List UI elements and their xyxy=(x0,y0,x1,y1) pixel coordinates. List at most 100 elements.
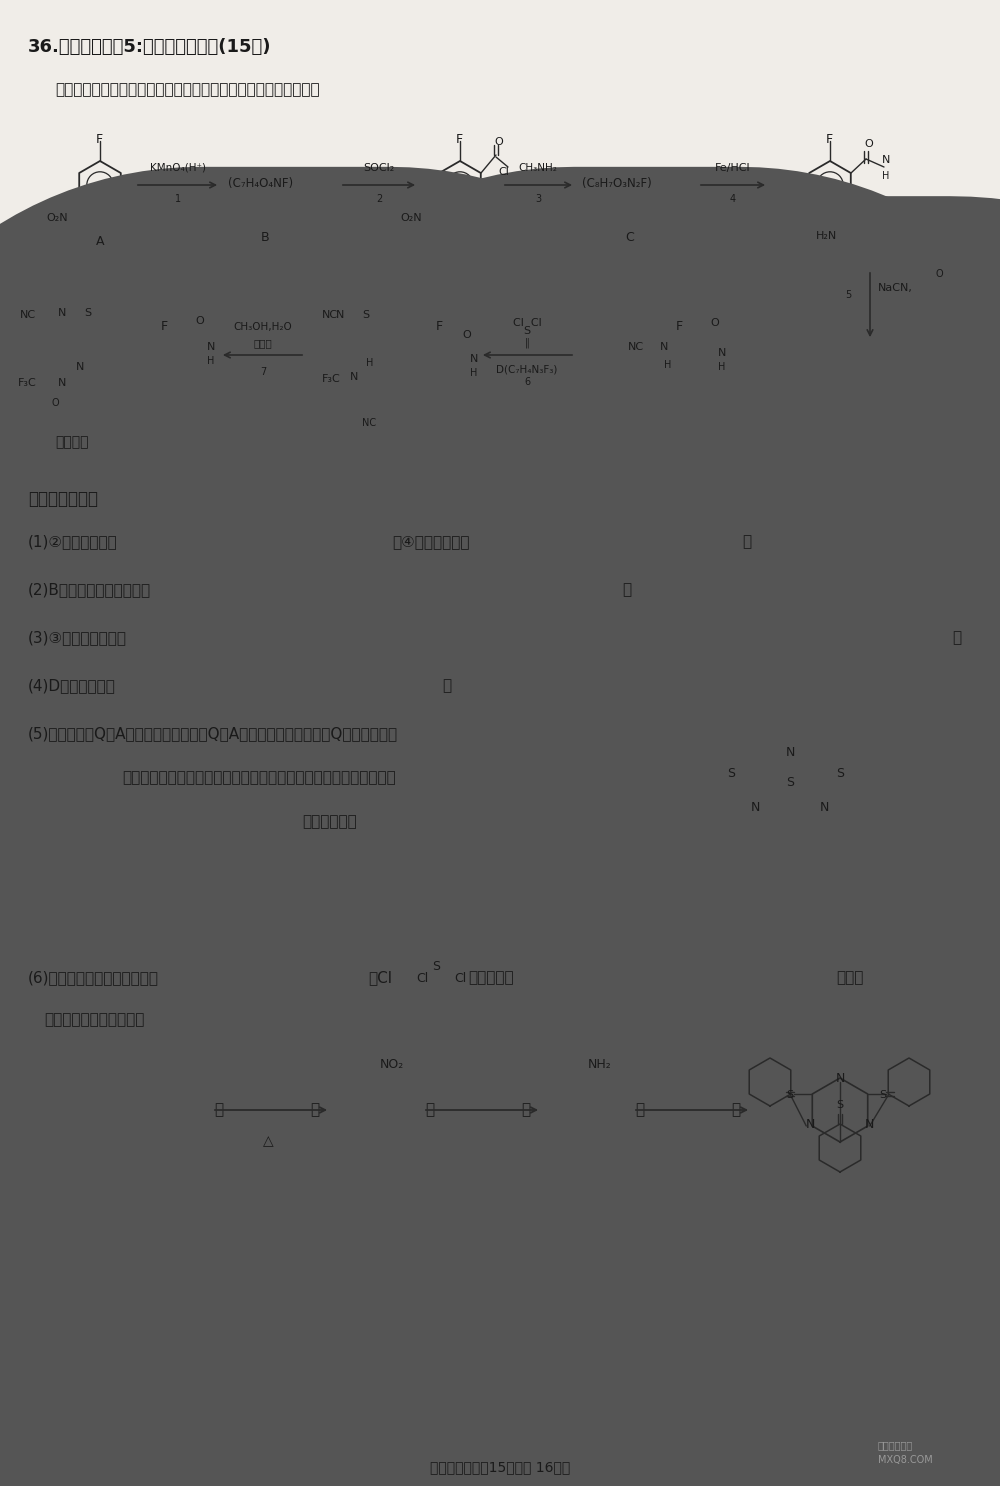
Text: N: N xyxy=(806,1117,815,1131)
Text: 2: 2 xyxy=(376,195,382,204)
Text: (C₇H₄O₄NF): (C₇H₄O₄NF) xyxy=(228,177,293,190)
Text: O₂N: O₂N xyxy=(400,212,422,223)
Text: O: O xyxy=(195,317,204,325)
Text: H: H xyxy=(664,360,671,370)
Bar xyxy=(930,273,948,291)
Text: O: O xyxy=(494,137,503,147)
Text: (C₈H₇O₃N₂F): (C₈H₇O₃N₂F) xyxy=(582,177,652,190)
Text: H: H xyxy=(882,171,889,181)
Text: F: F xyxy=(96,134,103,146)
Text: （写一种）。: （写一种）。 xyxy=(302,814,357,829)
Text: SOCl₂: SOCl₂ xyxy=(363,163,395,172)
Text: 为原料合成: 为原料合成 xyxy=(468,970,514,985)
Text: 。: 。 xyxy=(952,630,961,645)
Text: S: S xyxy=(786,1091,793,1100)
Text: (1)②的反应类型为: (1)②的反应类型为 xyxy=(28,533,118,548)
Text: NH₂: NH₂ xyxy=(588,1058,612,1071)
Text: C: C xyxy=(626,230,634,244)
Text: A: A xyxy=(96,235,104,248)
Text: S: S xyxy=(523,325,531,336)
Text: NaCN,: NaCN, xyxy=(878,282,913,293)
Text: 。: 。 xyxy=(742,533,751,548)
Text: 种（不考虑立体异构），其中核磁共振氢谱仅有三组峰的结构简式为: 种（不考虑立体异构），其中核磁共振氢谱仅有三组峰的结构简式为 xyxy=(122,770,396,785)
Text: 阿帕鲁胺是一种治疗前列腺癌的药物，其一种合成路线如下所示：: 阿帕鲁胺是一种治疗前列腺癌的药物，其一种合成路线如下所示： xyxy=(55,82,320,97)
Text: 回答下列问题：: 回答下列问题： xyxy=(28,490,98,508)
Bar xyxy=(356,386,380,410)
Text: O₂N: O₂N xyxy=(46,212,68,223)
Text: ）: ） xyxy=(521,1103,530,1117)
Text: H₂N: H₂N xyxy=(816,230,837,241)
Text: NC: NC xyxy=(322,311,338,319)
Text: H: H xyxy=(207,357,214,366)
Text: (2)B中含氧官能团的名称为: (2)B中含氧官能团的名称为 xyxy=(28,583,151,597)
Text: S: S xyxy=(879,1091,886,1100)
Text: N: N xyxy=(786,746,795,759)
Text: 3: 3 xyxy=(535,195,541,204)
Text: ）: ） xyxy=(731,1103,740,1117)
Text: O: O xyxy=(710,318,719,328)
Text: H: H xyxy=(718,363,725,372)
Text: F: F xyxy=(436,319,443,333)
Text: N: N xyxy=(718,348,726,358)
Text: Cl  Cl: Cl Cl xyxy=(513,318,541,328)
Text: O: O xyxy=(462,330,471,340)
Text: （: （ xyxy=(635,1103,644,1117)
Text: N: N xyxy=(660,342,668,352)
Text: N: N xyxy=(751,801,760,814)
Text: 教育考试指南: 教育考试指南 xyxy=(878,1440,913,1450)
Text: CH₃OH,H₂O: CH₃OH,H₂O xyxy=(234,322,292,331)
Text: N: N xyxy=(836,1071,845,1085)
Text: 4: 4 xyxy=(730,195,736,204)
Text: S: S xyxy=(432,960,440,973)
Bar xyxy=(42,388,72,418)
Text: (5)芳香化合物Q与A互为同分异构体，且Q与A具有相同的官能团，则Q的可能结构有: (5)芳香化合物Q与A互为同分异构体，且Q与A具有相同的官能团，则Q的可能结构有 xyxy=(28,727,398,742)
Text: N: N xyxy=(58,377,66,388)
Text: S: S xyxy=(836,1100,843,1110)
Text: △: △ xyxy=(263,1134,273,1149)
Text: N: N xyxy=(350,372,358,382)
Text: 36.［化学一选修5:有机化学基础］(15分): 36.［化学一选修5:有机化学基础］(15分) xyxy=(28,39,272,56)
Text: F: F xyxy=(161,319,168,333)
Text: N: N xyxy=(76,363,84,372)
Text: (3)③的化学方程式为: (3)③的化学方程式为 xyxy=(28,630,127,645)
Text: S: S xyxy=(84,308,91,318)
Text: (4)D的结构简式为: (4)D的结构简式为 xyxy=(28,678,116,692)
Text: 理科综合试题第15页（共 16页）: 理科综合试题第15页（共 16页） xyxy=(430,1461,570,1474)
Text: O: O xyxy=(52,398,60,409)
Text: 的路线: 的路线 xyxy=(836,970,863,985)
Text: 浓盐酸: 浓盐酸 xyxy=(254,337,272,348)
Text: 。: 。 xyxy=(622,583,631,597)
Text: NO₂: NO₂ xyxy=(380,1058,404,1071)
Text: 阿帕鲁胺: 阿帕鲁胺 xyxy=(55,435,88,449)
Text: Cl: Cl xyxy=(416,972,428,985)
Text: ‖: ‖ xyxy=(525,337,529,349)
Text: H: H xyxy=(366,358,373,369)
Text: （其他无机试剂任选）：: （其他无机试剂任选）： xyxy=(44,1012,144,1027)
Text: 7: 7 xyxy=(260,367,266,377)
Text: NC: NC xyxy=(628,342,644,352)
Text: O: O xyxy=(936,269,944,279)
Text: S: S xyxy=(362,311,369,319)
Text: ，④的反应类型为: ，④的反应类型为 xyxy=(392,533,470,548)
Text: Cl: Cl xyxy=(454,972,466,985)
Text: (6)参照上述合成路线，完成由: (6)参照上述合成路线，完成由 xyxy=(28,970,159,985)
Text: 1: 1 xyxy=(175,195,181,204)
Text: Fe/HCl: Fe/HCl xyxy=(715,163,751,172)
Text: N: N xyxy=(470,354,478,364)
Text: D(C₇H₄N₃F₃): D(C₇H₄N₃F₃) xyxy=(496,364,558,374)
Text: N: N xyxy=(207,342,215,352)
Text: S: S xyxy=(727,767,735,780)
Text: NC: NC xyxy=(362,418,376,428)
Text: MXQ8.COM: MXQ8.COM xyxy=(878,1455,933,1465)
Text: F: F xyxy=(826,134,833,146)
Text: ）: ） xyxy=(310,1103,319,1117)
Text: S: S xyxy=(836,767,844,780)
Text: F: F xyxy=(676,319,683,333)
Text: （: （ xyxy=(425,1103,434,1117)
Text: 。: 。 xyxy=(442,678,451,692)
Text: F₃C: F₃C xyxy=(322,374,341,383)
Text: NC: NC xyxy=(20,311,36,319)
Text: F₃C: F₃C xyxy=(18,377,37,388)
Text: 5: 5 xyxy=(845,290,851,300)
Text: N: N xyxy=(820,801,829,814)
